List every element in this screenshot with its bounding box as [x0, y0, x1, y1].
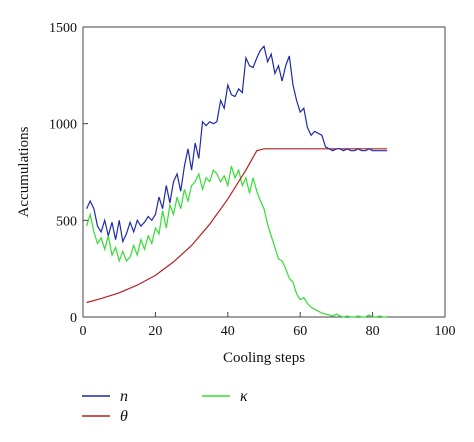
y-tick-label: 0 — [70, 311, 77, 326]
x-tick-label: 40 — [221, 324, 235, 339]
series-line-n — [86, 45, 388, 244]
x-tick-label: 20 — [148, 324, 162, 339]
legend: nθ κ — [82, 388, 248, 425]
x-tick-label: 100 — [435, 324, 456, 339]
x-tick-label: 80 — [366, 324, 380, 339]
y-tick-label: 1000 — [49, 118, 77, 133]
legend-label-theta: θ — [120, 408, 128, 425]
series-line-kappa — [86, 166, 388, 318]
series-layer — [86, 45, 388, 318]
legend-label-n: n — [120, 388, 128, 405]
y-tick-label: 500 — [56, 214, 77, 229]
series-line-theta — [86, 148, 388, 304]
x-axis-label: Cooling steps — [223, 350, 305, 366]
x-tick-label: 0 — [80, 324, 87, 339]
plot-frame — [82, 26, 446, 318]
y-tick-label: 1500 — [49, 21, 77, 36]
legend-label-kappa: κ — [240, 388, 248, 405]
y-axis-label: Accumulations — [16, 126, 32, 217]
x-tick-label: 60 — [293, 324, 307, 339]
